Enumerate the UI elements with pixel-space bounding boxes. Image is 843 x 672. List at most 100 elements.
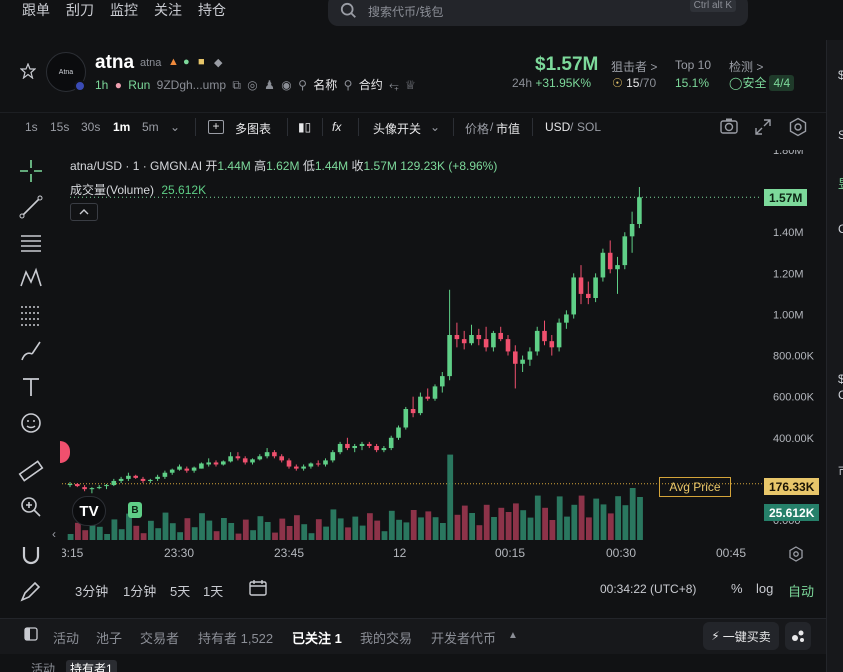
interval-1m[interactable]: 1m: [113, 120, 131, 134]
fullscreen-icon[interactable]: [754, 118, 772, 136]
nav-item-follow[interactable]: 关注: [154, 2, 182, 18]
magnet-icon[interactable]: [18, 542, 44, 568]
copy-icon[interactable]: ⧉: [232, 78, 241, 92]
nav-item-scraper[interactable]: 刮刀: [66, 2, 94, 18]
crosshair-icon[interactable]: [18, 158, 44, 184]
range-1min[interactable]: 1分钟: [123, 584, 157, 599]
volume-bar: [578, 495, 585, 540]
usd-toggle[interactable]: USD: [545, 120, 571, 134]
volume-bar: [111, 519, 118, 540]
candle-body: [264, 452, 270, 457]
price-toggle[interactable]: 价格: [465, 122, 490, 136]
add-chart-icon[interactable]: +: [208, 120, 224, 134]
tab-following[interactable]: 已关注 1: [292, 631, 342, 646]
interval-15s[interactable]: 15s: [50, 120, 70, 134]
star-icon[interactable]: [20, 63, 36, 79]
interval-5m[interactable]: 5m: [142, 120, 159, 134]
candle-body: [520, 359, 525, 364]
volume-bar: [374, 520, 381, 540]
volume-bar: [447, 454, 454, 540]
name-search-link[interactable]: 名称: [313, 78, 338, 92]
nav-item-holdings[interactable]: 持仓: [198, 2, 226, 18]
candle-body: [607, 252, 613, 270]
interval-30s[interactable]: 30s: [81, 120, 101, 134]
text-icon[interactable]: [18, 374, 44, 400]
range-1d[interactable]: 1天: [203, 584, 224, 599]
avatar-toggle-button[interactable]: 头像开关: [373, 122, 422, 136]
axis-settings-icon[interactable]: [788, 546, 804, 562]
check-label[interactable]: 检测 >: [729, 60, 764, 74]
tab-dev-tokens[interactable]: 开发者代币: [431, 631, 497, 646]
range-5d[interactable]: 5天: [170, 584, 191, 599]
trendline-icon[interactable]: [18, 194, 44, 220]
percent-toggle[interactable]: %: [731, 581, 743, 596]
volume-bar: [294, 515, 300, 540]
chart-canvas[interactable]: 1.80M 1.40M 1.20M 1.00M 800.00K 600.00K 400.00…: [62, 150, 826, 605]
share-icon[interactable]: ⥆: [389, 78, 399, 92]
panel-toggle-icon[interactable]: [24, 627, 38, 641]
buy-marker[interactable]: B: [128, 502, 142, 518]
sol-toggle[interactable]: SOL: [577, 120, 602, 134]
candle-type-icon[interactable]: ▮▯: [298, 120, 312, 134]
more-options-button[interactable]: [785, 622, 811, 650]
horizontal-lines-icon[interactable]: [18, 230, 44, 256]
drawing-tools: [0, 150, 62, 605]
multi-chart-button[interactable]: 多图表: [235, 122, 272, 136]
search-input[interactable]: 搜索代币/钱包 Ctrl alt K: [328, 0, 748, 26]
settings-icon[interactable]: [788, 117, 808, 137]
price-chart[interactable]: 1.80M 1.40M 1.20M 1.00M 800.00K 600.00K 400.00…: [62, 150, 826, 605]
range-3min[interactable]: 3分钟: [75, 584, 109, 599]
chevron-down-icon[interactable]: ⌄: [170, 120, 181, 134]
token-meta-line: 1h ● Run 9ZDgh...ump ⧉ ◎ ♟ ◉ ⚲ 名称 ⚲ 合约 ⥆…: [95, 76, 419, 93]
subtab-activity[interactable]: 活动: [31, 662, 56, 672]
interval-1s[interactable]: 1s: [25, 120, 38, 134]
tab-activity[interactable]: 活动: [53, 631, 80, 646]
snipers-label[interactable]: 狙击者 >: [611, 60, 658, 74]
candle-body: [199, 463, 204, 469]
collapse-legend-button[interactable]: [70, 203, 98, 221]
pattern-icon[interactable]: [18, 266, 44, 292]
nav-item-monitor[interactable]: 监控: [110, 2, 138, 18]
ruler-icon[interactable]: [18, 458, 44, 484]
telegram-icon[interactable]: ◉: [281, 78, 292, 92]
emoji-icon[interactable]: [18, 410, 44, 436]
top10-value: 15.1%: [675, 76, 710, 90]
candle-body: [410, 409, 416, 414]
candle-body: [454, 335, 460, 340]
candle-body: [294, 466, 299, 469]
twitter-icon[interactable]: ♟: [264, 78, 275, 92]
chevron-up-icon[interactable]: ▲: [508, 630, 518, 641]
tab-my-trades[interactable]: 我的交易: [360, 631, 413, 646]
mcap-toggle[interactable]: 市值: [496, 122, 521, 136]
fib-icon[interactable]: [18, 302, 44, 328]
volume-bar: [629, 488, 636, 540]
scroll-left-icon[interactable]: ‹: [52, 527, 56, 541]
zoom-in-icon[interactable]: [18, 494, 44, 520]
candle-body: [615, 265, 620, 270]
indicators-button[interactable]: fx: [332, 120, 342, 134]
quick-trade-button[interactable]: ⚡ 一键买卖: [703, 622, 779, 650]
low-label: 低: [302, 159, 315, 173]
right-panel-text: $: [838, 68, 843, 82]
volume-bar: [418, 517, 424, 540]
calendar-range-icon[interactable]: [248, 578, 268, 598]
tab-traders[interactable]: 交易者: [140, 631, 180, 646]
subtab-holders[interactable]: 持有者1: [66, 660, 117, 672]
nav-item-copytrade[interactable]: 跟单: [22, 2, 50, 18]
tab-holders[interactable]: 持有者 1,522: [198, 631, 274, 646]
log-toggle[interactable]: log: [756, 581, 774, 596]
candle-body: [330, 452, 336, 461]
pencil-lock-icon[interactable]: [18, 578, 44, 604]
volume-bar: [564, 516, 570, 540]
camera-icon[interactable]: [719, 117, 739, 135]
event-flag-marker[interactable]: [60, 441, 70, 463]
auto-toggle[interactable]: 自动: [788, 584, 815, 599]
chevron-down-icon[interactable]: ⌄: [430, 120, 441, 134]
crown-icon[interactable]: ♕: [405, 78, 416, 92]
volume-bar: [483, 504, 490, 540]
token-address[interactable]: 9ZDgh...ump: [156, 78, 227, 92]
tab-pools[interactable]: 池子: [96, 631, 123, 646]
website-icon[interactable]: ◎: [247, 78, 258, 92]
contract-search-link[interactable]: 合约: [358, 78, 383, 92]
brush-icon[interactable]: [18, 338, 44, 364]
